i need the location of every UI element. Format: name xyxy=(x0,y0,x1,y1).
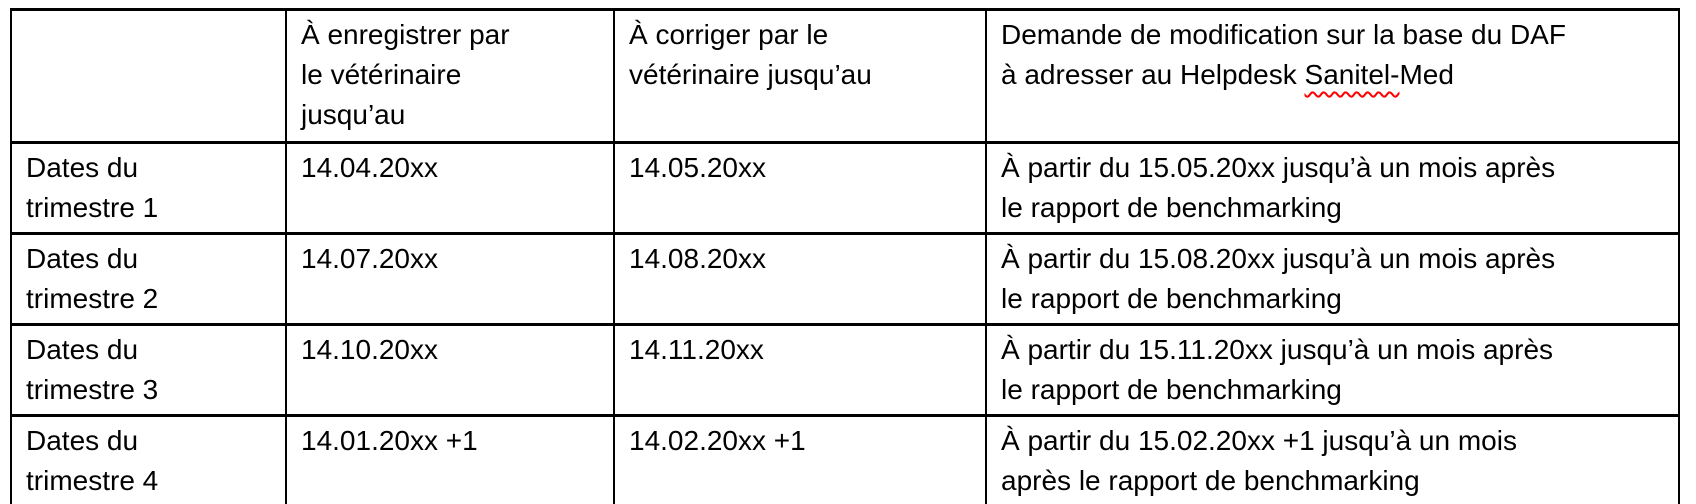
correct-deadline-cell: 14.11.20xx xyxy=(613,323,987,417)
table-row-trimester-4: Dates du trimestre 4 14.01.20xx +1 14.02… xyxy=(10,414,1680,504)
header-cell-correct-deadline: À corriger par le vétérinaire jusqu’au xyxy=(613,8,987,144)
modification-window-cell: À partir du 15.08.20xx jusqu’à un mois a… xyxy=(985,232,1680,326)
table-row-trimester-3: Dates du trimestre 3 14.10.20xx 14.11.20… xyxy=(10,323,1680,417)
header-cell-empty xyxy=(10,8,287,144)
table-header-row: À enregistrer par le vétérinaire jusqu’a… xyxy=(10,8,1680,144)
header-cell-register-deadline: À enregistrer par le vétérinaire jusqu’a… xyxy=(285,8,615,144)
modification-header-text: Demande de modification sur la base du D… xyxy=(1001,19,1566,90)
register-deadline-cell: 14.04.20xx xyxy=(285,141,615,235)
row-label-cell: Dates du trimestre 3 xyxy=(10,323,287,417)
modification-window-cell: À partir du 15.02.20xx +1 jusqu’à un moi… xyxy=(985,414,1680,504)
modification-window-cell: À partir du 15.05.20xx jusqu’à un mois a… xyxy=(985,141,1680,235)
register-deadline-cell: 14.07.20xx xyxy=(285,232,615,326)
register-deadline-cell: 14.01.20xx +1 xyxy=(285,414,615,504)
correct-deadline-cell: 14.08.20xx xyxy=(613,232,987,326)
table-row-trimester-1: Dates du trimestre 1 14.04.20xx 14.05.20… xyxy=(10,141,1680,235)
register-deadline-cell: 14.10.20xx xyxy=(285,323,615,417)
modification-window-cell: À partir du 15.11.20xx jusqu’à un mois a… xyxy=(985,323,1680,417)
correct-deadline-cell: 14.02.20xx +1 xyxy=(613,414,987,504)
correct-deadline-cell: 14.05.20xx xyxy=(613,141,987,235)
table-row-trimester-2: Dates du trimestre 2 14.07.20xx 14.08.20… xyxy=(10,232,1680,326)
row-label-cell: Dates du trimestre 1 xyxy=(10,141,287,235)
row-label-cell: Dates du trimestre 4 xyxy=(10,414,287,504)
modification-header-text-end: Med xyxy=(1399,59,1454,90)
header-cell-modification-request: Demande de modification sur la base du D… xyxy=(985,8,1680,144)
row-label-cell: Dates du trimestre 2 xyxy=(10,232,287,326)
trimester-deadlines-table: À enregistrer par le vétérinaire jusqu’a… xyxy=(10,8,1680,504)
spellcheck-misspelled-word: Sanitel- xyxy=(1304,59,1400,90)
